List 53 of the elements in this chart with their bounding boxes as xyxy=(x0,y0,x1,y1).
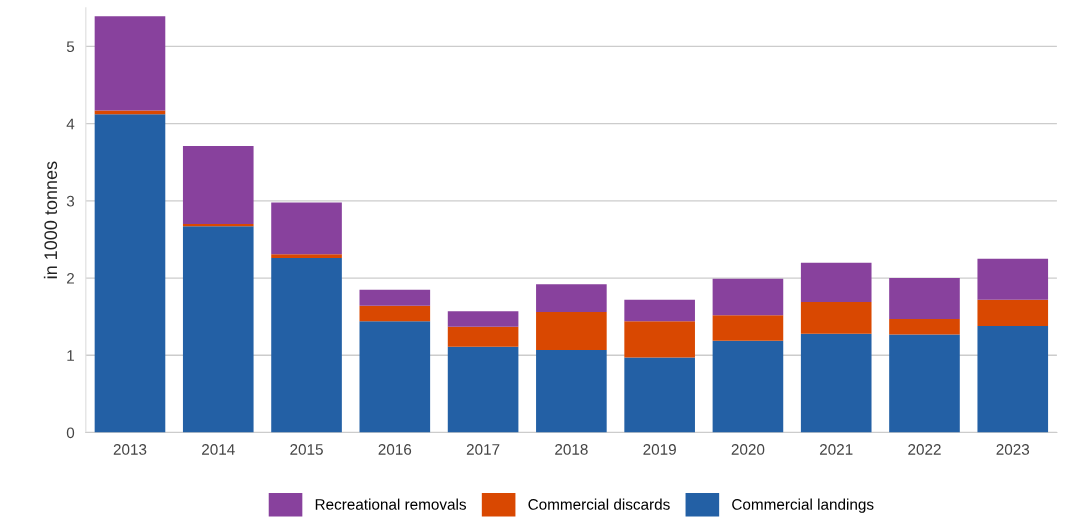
bar xyxy=(94,114,166,433)
x-tick-label: 2019 xyxy=(643,444,676,455)
bar xyxy=(624,299,695,322)
bar xyxy=(359,321,431,433)
bar xyxy=(889,319,960,335)
x-tick-label: 2018 xyxy=(555,444,588,455)
y-tick-label: 0 xyxy=(66,427,75,439)
bar xyxy=(271,202,342,255)
y-axis-title: in 1000 tonnes xyxy=(43,161,58,279)
bar xyxy=(712,315,784,341)
bar xyxy=(624,357,695,433)
y-tick-label: 3 xyxy=(66,195,75,207)
x-tick-label: 2020 xyxy=(731,444,765,455)
bar xyxy=(182,226,254,433)
bar xyxy=(977,258,1049,300)
x-tick-label: 2016 xyxy=(378,444,412,455)
x-tick-label: 2023 xyxy=(996,444,1030,455)
bar xyxy=(889,334,960,433)
x-tick-label: 2013 xyxy=(113,444,147,455)
legend-label: Commercial landings xyxy=(732,498,874,513)
bar xyxy=(271,257,342,433)
bar xyxy=(359,289,431,306)
x-tick-label: 2014 xyxy=(202,444,235,455)
bar xyxy=(271,254,342,258)
bar xyxy=(800,262,872,303)
x-tick-label: 2021 xyxy=(819,444,853,455)
y-tick-label: 4 xyxy=(66,118,75,130)
bar xyxy=(182,146,254,225)
y-tick-label: 1 xyxy=(67,350,74,361)
y-tick-label: 2 xyxy=(67,272,74,284)
legend-label: Commercial discards xyxy=(528,498,670,510)
legend-label: Recreational removals xyxy=(315,498,466,510)
bar xyxy=(447,346,519,433)
bar xyxy=(536,284,607,313)
x-tick-label: 2022 xyxy=(908,444,941,455)
bar xyxy=(889,278,960,319)
bar xyxy=(94,16,166,111)
bar xyxy=(359,305,431,322)
bar xyxy=(977,325,1049,433)
bar xyxy=(977,299,1049,326)
bar xyxy=(712,278,784,316)
x-tick-label: 2017 xyxy=(466,444,500,455)
x-tick-label: 2015 xyxy=(290,444,323,455)
bar xyxy=(94,110,166,115)
bar xyxy=(800,302,872,334)
bar xyxy=(712,340,784,433)
bar xyxy=(536,312,607,350)
y-tick-label: 5 xyxy=(66,41,75,53)
bar xyxy=(447,326,519,347)
bar xyxy=(624,321,695,358)
bar xyxy=(536,349,607,433)
bar xyxy=(447,311,519,327)
bar xyxy=(800,333,872,433)
